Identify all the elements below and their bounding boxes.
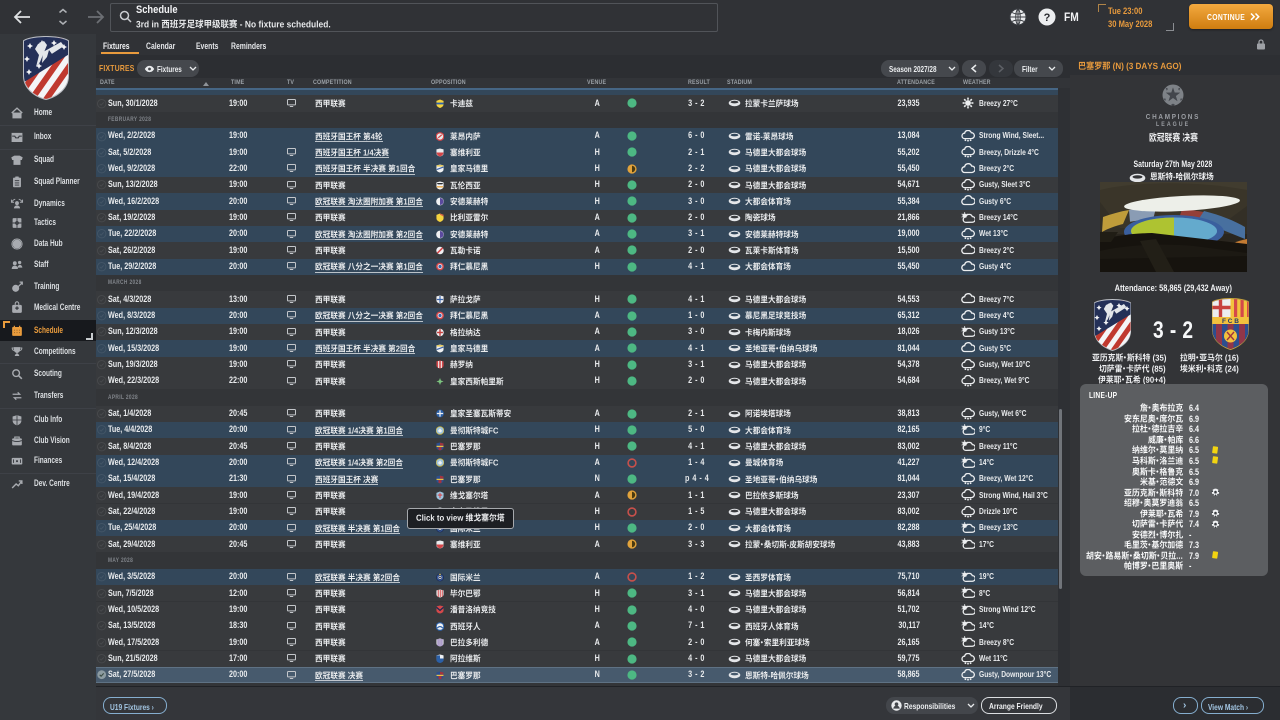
svg-text:?: ? <box>1044 12 1051 24</box>
svg-text:F C B: F C B <box>1222 318 1239 325</box>
